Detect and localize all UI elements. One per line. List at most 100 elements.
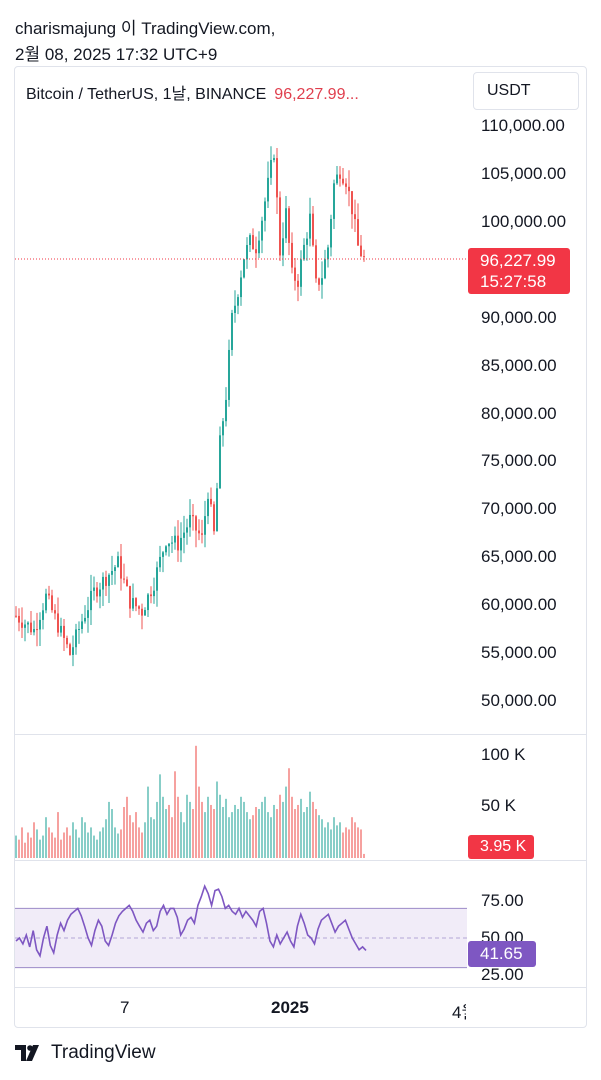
price-tick-label: 50,000.00	[481, 691, 557, 710]
candle-body	[72, 647, 74, 655]
symbol-legend[interactable]: Bitcoin / TetherUS, 1날, BINANCE 96,227.99…	[26, 80, 359, 104]
price-tick-label: 70,000.00	[481, 499, 557, 519]
pane-separator[interactable]	[15, 860, 586, 861]
candle-body	[138, 606, 140, 609]
volume-bar	[60, 839, 62, 858]
candle-body	[132, 598, 134, 609]
candle-body	[21, 622, 23, 628]
volume-bar	[198, 786, 200, 858]
candle-body	[180, 537, 182, 551]
volume-bar	[300, 798, 302, 858]
volume-bar	[291, 796, 293, 858]
volume-bar	[174, 771, 176, 858]
volume-bar	[144, 822, 146, 858]
candle-body	[207, 498, 209, 517]
candle-body	[111, 570, 113, 575]
volume-bar	[129, 815, 131, 858]
candle-body	[129, 586, 131, 609]
volume-bar	[153, 819, 155, 858]
candle-body	[345, 183, 347, 187]
candle-body	[168, 543, 170, 547]
candle-body	[255, 249, 257, 254]
volume-bar	[42, 835, 44, 858]
candle-body	[150, 594, 152, 597]
time-label-2025: 2025	[271, 998, 309, 1017]
volume-bar	[189, 801, 191, 858]
volume-bar	[39, 839, 41, 858]
candle-body	[126, 579, 128, 587]
volume-bar	[234, 804, 236, 858]
volume-bar	[138, 827, 140, 858]
candle-body	[243, 259, 245, 278]
volume-bar	[231, 812, 233, 858]
volume-bar	[90, 827, 92, 858]
volume-bar	[75, 829, 77, 858]
candle-body	[357, 219, 359, 246]
volume-bar	[84, 822, 86, 858]
candle-body	[195, 516, 197, 531]
volume-bar	[15, 835, 17, 858]
volume-bar	[135, 812, 137, 858]
volume-bar	[177, 796, 179, 858]
volume-bar	[243, 801, 245, 858]
candle-body	[282, 238, 284, 256]
candle-body	[198, 530, 200, 534]
header-author: charismajung 이 TradingView.com,	[15, 19, 276, 38]
volume-bar	[267, 812, 269, 858]
candle-body	[39, 619, 41, 630]
brand-name: TradingView	[51, 1042, 156, 1063]
candle-body	[108, 574, 110, 586]
price-tick-label: 80,000.00	[481, 403, 557, 423]
volume-bar	[57, 812, 59, 858]
candle-body	[189, 514, 191, 528]
candle-body	[309, 213, 311, 239]
candle-body	[51, 595, 53, 611]
candle-body	[15, 615, 17, 617]
candle-body	[105, 576, 107, 586]
volume-bar	[102, 827, 104, 858]
candle-body	[216, 488, 218, 532]
chart-frame	[14, 66, 587, 1028]
volume-bar	[306, 807, 308, 858]
candle-body	[339, 174, 341, 179]
candle-body	[213, 504, 215, 532]
countdown-value: 15:27:58	[480, 272, 547, 291]
volume-bar	[264, 796, 266, 858]
candle-body	[231, 312, 233, 350]
candle-body	[249, 235, 251, 246]
header-timestamp: 2월 08, 2025 17:32 UTC+9	[15, 45, 218, 64]
volume-bar	[162, 796, 164, 858]
volume-tick-label: 50 K	[481, 796, 516, 815]
candle-body	[27, 622, 29, 625]
candle-body	[120, 556, 122, 579]
currency-selector[interactable]: USDT	[473, 72, 579, 110]
volume-bar	[360, 829, 362, 858]
volume-bar	[324, 827, 326, 858]
candle-body	[270, 160, 272, 178]
volume-bar	[258, 809, 260, 858]
symbol-price: 96,227.99...	[274, 86, 359, 103]
volume-bar	[150, 817, 152, 858]
volume-bar	[249, 819, 251, 858]
brand-footer[interactable]: TradingView	[15, 1042, 156, 1064]
volume-bar	[72, 822, 74, 858]
candle-body	[174, 535, 176, 543]
volume-bar	[156, 801, 158, 858]
rsi-tick-label: 25.00	[481, 965, 524, 984]
volume-bar	[99, 831, 101, 858]
volume-bar	[93, 835, 95, 858]
candle-body	[165, 546, 167, 553]
volume-bar	[171, 817, 173, 858]
volume-bar	[303, 812, 305, 858]
volume-bar	[204, 812, 206, 858]
candle-body	[42, 610, 44, 620]
volume-bar	[354, 822, 356, 858]
volume-bar	[30, 837, 32, 858]
candle-body	[18, 615, 20, 623]
pane-separator[interactable]	[15, 734, 586, 735]
volume-bar	[63, 832, 65, 858]
candle-body	[78, 628, 80, 630]
volume-bar	[51, 832, 53, 858]
volume-bar	[336, 825, 338, 858]
